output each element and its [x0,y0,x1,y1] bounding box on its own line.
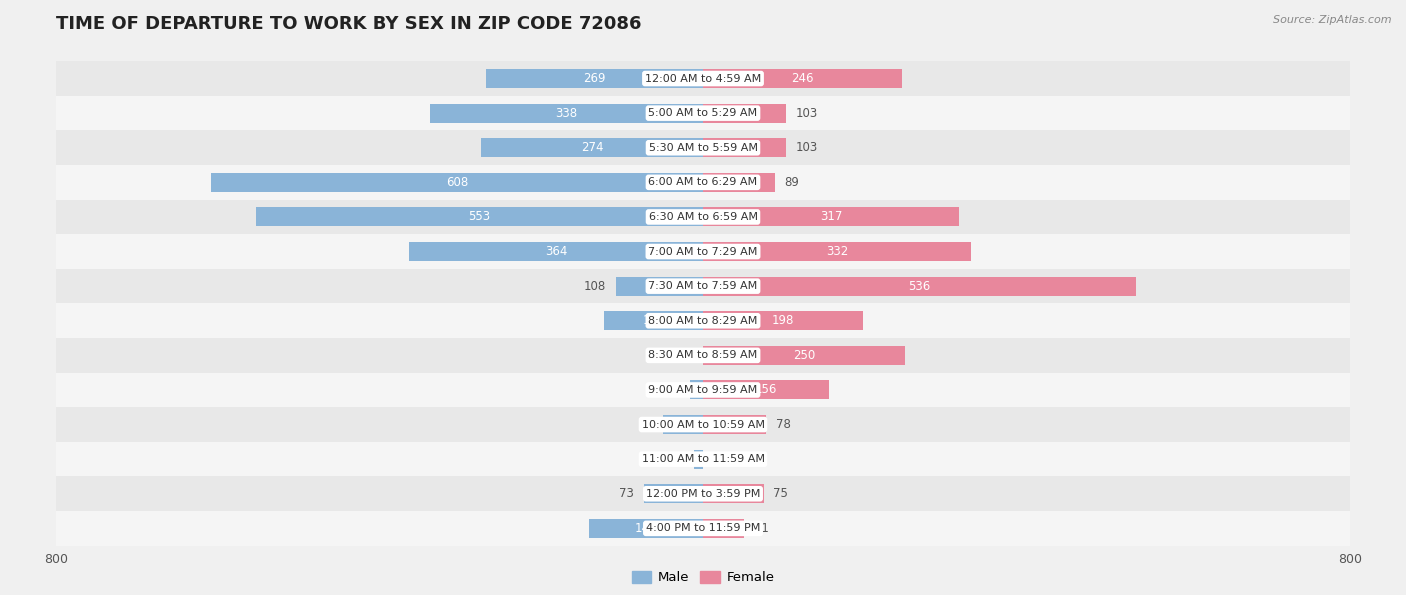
Text: 10:00 AM to 10:59 AM: 10:00 AM to 10:59 AM [641,419,765,430]
Text: 103: 103 [796,141,818,154]
Text: 6:30 AM to 6:59 AM: 6:30 AM to 6:59 AM [648,212,758,222]
Text: 4:00 PM to 11:59 PM: 4:00 PM to 11:59 PM [645,524,761,533]
Bar [644,484,703,503]
Text: 274: 274 [581,141,603,154]
Bar [703,69,901,88]
Bar [703,173,775,192]
Text: TIME OF DEPARTURE TO WORK BY SEX IN ZIP CODE 72086: TIME OF DEPARTURE TO WORK BY SEX IN ZIP … [56,15,641,33]
Text: 50: 50 [638,418,652,431]
Text: 11:00 AM to 11:59 AM: 11:00 AM to 11:59 AM [641,454,765,464]
Text: 78: 78 [776,418,790,431]
Text: 553: 553 [468,211,491,224]
Text: 12:00 PM to 3:59 PM: 12:00 PM to 3:59 PM [645,488,761,499]
Bar [56,269,1350,303]
Text: 8:30 AM to 8:59 AM: 8:30 AM to 8:59 AM [648,350,758,361]
Bar [703,519,744,538]
Text: 89: 89 [785,176,800,189]
Text: 0: 0 [713,453,720,466]
Text: 11: 11 [669,453,685,466]
Bar [589,519,703,538]
Bar [211,173,703,192]
Bar [56,511,1350,546]
Bar [703,208,959,227]
Text: 317: 317 [820,211,842,224]
Bar [703,380,830,399]
Text: 141: 141 [634,522,657,535]
Bar [430,104,703,123]
Bar [703,346,905,365]
Text: 6:00 AM to 6:29 AM: 6:00 AM to 6:29 AM [648,177,758,187]
Bar [616,277,703,296]
Text: 108: 108 [583,280,606,293]
Bar [690,380,703,399]
Text: 5:00 AM to 5:29 AM: 5:00 AM to 5:29 AM [648,108,758,118]
Text: 12:00 AM to 4:59 AM: 12:00 AM to 4:59 AM [645,74,761,83]
Bar [256,208,703,227]
Bar [56,477,1350,511]
Text: 8:00 AM to 8:29 AM: 8:00 AM to 8:29 AM [648,316,758,325]
Bar [56,96,1350,130]
Legend: Male, Female: Male, Female [626,566,780,590]
Bar [56,130,1350,165]
Text: 338: 338 [555,107,578,120]
Bar [56,234,1350,269]
Text: 5:30 AM to 5:59 AM: 5:30 AM to 5:59 AM [648,143,758,153]
Text: 16: 16 [665,383,681,396]
Text: 608: 608 [446,176,468,189]
Text: 51: 51 [754,522,769,535]
Bar [605,311,703,330]
Text: 332: 332 [827,245,848,258]
Text: 7:00 AM to 7:29 AM: 7:00 AM to 7:29 AM [648,246,758,256]
Text: 122: 122 [643,314,665,327]
Bar [56,372,1350,407]
Text: 73: 73 [620,487,634,500]
Bar [662,415,703,434]
Text: 156: 156 [755,383,778,396]
Text: 198: 198 [772,314,794,327]
Text: 7:30 AM to 7:59 AM: 7:30 AM to 7:59 AM [648,281,758,291]
Text: 246: 246 [792,72,814,85]
Text: 0: 0 [686,349,693,362]
Text: 269: 269 [583,72,606,85]
Bar [56,165,1350,200]
Text: 250: 250 [793,349,815,362]
Bar [703,242,972,261]
Bar [56,303,1350,338]
Text: 364: 364 [544,245,567,258]
Bar [703,277,1136,296]
Bar [56,442,1350,477]
Bar [56,407,1350,442]
Bar [703,484,763,503]
Text: 536: 536 [908,280,931,293]
Bar [703,415,766,434]
Bar [703,138,786,157]
Text: 103: 103 [796,107,818,120]
Bar [703,104,786,123]
Bar [56,61,1350,96]
Bar [56,200,1350,234]
Bar [409,242,703,261]
Text: 75: 75 [773,487,789,500]
Text: 9:00 AM to 9:59 AM: 9:00 AM to 9:59 AM [648,385,758,395]
Bar [56,338,1350,372]
Text: Source: ZipAtlas.com: Source: ZipAtlas.com [1274,15,1392,25]
Bar [695,450,703,469]
Bar [485,69,703,88]
Bar [703,311,863,330]
Bar [481,138,703,157]
